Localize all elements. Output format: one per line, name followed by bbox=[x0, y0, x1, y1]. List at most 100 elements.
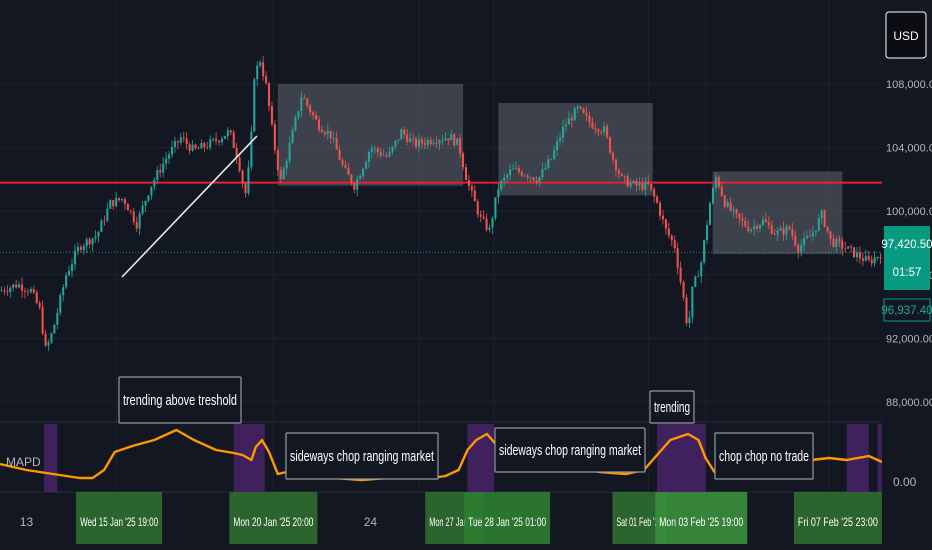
candle-body bbox=[118, 197, 121, 201]
consolidation-box[interactable] bbox=[277, 84, 464, 186]
candle-body bbox=[329, 130, 332, 139]
currency-badge[interactable] bbox=[885, 11, 927, 59]
candle-body bbox=[559, 137, 562, 142]
candle-body bbox=[479, 214, 482, 217]
candle-body bbox=[129, 210, 132, 212]
candle-body bbox=[438, 140, 441, 144]
candle-body bbox=[317, 119, 321, 130]
candle-body bbox=[247, 167, 250, 194]
candle-body bbox=[9, 287, 12, 293]
candle-body bbox=[106, 208, 109, 221]
candle-body bbox=[467, 180, 470, 187]
candle-body bbox=[191, 144, 194, 151]
time-tag[interactable] bbox=[655, 492, 748, 544]
candle-body bbox=[832, 238, 835, 247]
candle-body bbox=[185, 138, 188, 145]
candle-body bbox=[6, 291, 9, 293]
candle-body bbox=[688, 317, 691, 323]
candle-body bbox=[853, 247, 856, 258]
candle-body bbox=[209, 139, 212, 148]
candle-body bbox=[388, 151, 391, 157]
candle-body bbox=[638, 183, 641, 186]
candle-body bbox=[444, 138, 447, 141]
candle-body bbox=[526, 175, 529, 178]
current-price-tag bbox=[884, 226, 930, 290]
candle-body bbox=[867, 256, 870, 260]
annotation-box[interactable] bbox=[494, 427, 646, 473]
candle-body bbox=[647, 181, 650, 185]
candlestick-series bbox=[0, 55, 882, 351]
candle-body bbox=[259, 62, 262, 66]
candle-body bbox=[576, 106, 579, 109]
candle-body bbox=[541, 169, 544, 178]
candle-body bbox=[814, 230, 817, 233]
candle-body bbox=[150, 186, 153, 196]
candle-body bbox=[582, 108, 585, 113]
threshold-zone bbox=[877, 424, 882, 492]
time-tag[interactable] bbox=[793, 492, 882, 544]
candle-body bbox=[159, 170, 162, 173]
candle-body bbox=[3, 290, 6, 292]
candle-body bbox=[276, 150, 279, 171]
candle-body bbox=[697, 276, 700, 278]
candle-body bbox=[800, 245, 803, 253]
candle-body bbox=[132, 211, 135, 222]
candle-body bbox=[488, 227, 491, 230]
candle-body bbox=[320, 129, 323, 133]
time-tag[interactable] bbox=[76, 492, 163, 544]
consolidation-box[interactable] bbox=[712, 171, 843, 255]
candle-body bbox=[700, 262, 703, 277]
candle-body bbox=[761, 219, 764, 225]
candle-body bbox=[176, 141, 179, 143]
candle-body bbox=[785, 226, 788, 235]
candle-body bbox=[56, 312, 59, 325]
candle-body bbox=[500, 180, 503, 190]
mapd-line[interactable] bbox=[0, 428, 883, 482]
candle-body bbox=[544, 167, 547, 170]
threshold-zone bbox=[657, 424, 706, 492]
trend-arrow-line[interactable] bbox=[121, 135, 258, 278]
candle-body bbox=[791, 229, 794, 236]
candle-body bbox=[288, 143, 291, 161]
candle-body bbox=[197, 148, 200, 150]
candle-body bbox=[400, 129, 403, 140]
candle-body bbox=[547, 159, 550, 168]
annotation-box[interactable] bbox=[285, 432, 439, 480]
candle-body bbox=[65, 275, 68, 288]
candle-body bbox=[726, 202, 729, 207]
annotation-box[interactable] bbox=[118, 376, 242, 424]
annotation-text: chop chop no trade bbox=[719, 448, 809, 465]
annotation-box[interactable] bbox=[649, 390, 695, 424]
candle-body bbox=[462, 153, 465, 168]
candle-body bbox=[62, 287, 65, 296]
candle-body bbox=[432, 143, 435, 145]
time-tag[interactable] bbox=[229, 492, 318, 544]
candle-body bbox=[603, 126, 606, 133]
time-tag[interactable] bbox=[464, 492, 551, 544]
candle-body bbox=[573, 108, 576, 121]
time-tag-label: Fri 07 Feb '25 23:00 bbox=[798, 515, 878, 529]
candle-body bbox=[194, 144, 197, 149]
candle-body bbox=[215, 138, 218, 141]
time-tag-label: Wed 15 Jan '25 19:00 bbox=[80, 515, 158, 529]
candle-body bbox=[691, 286, 694, 318]
candle-body bbox=[656, 196, 659, 203]
time-tag-label: Sat 01 Feb '25 bbox=[616, 515, 662, 529]
candle-body bbox=[676, 248, 679, 268]
annotations-layer: trending above treshold sideways chop ran… bbox=[118, 376, 814, 480]
candle-body bbox=[347, 167, 350, 175]
candle-body bbox=[88, 239, 91, 245]
candle-body bbox=[97, 231, 100, 237]
candle-body bbox=[123, 199, 126, 204]
candle-body bbox=[773, 233, 776, 235]
candle-body bbox=[223, 136, 226, 139]
candle-body bbox=[776, 230, 779, 235]
candle-body bbox=[714, 177, 717, 188]
candle-body bbox=[79, 246, 82, 250]
candle-body bbox=[53, 324, 56, 334]
candle-body bbox=[770, 225, 773, 234]
annotation-box[interactable] bbox=[714, 432, 814, 480]
candle-body bbox=[509, 169, 512, 176]
candle-body bbox=[47, 342, 50, 346]
